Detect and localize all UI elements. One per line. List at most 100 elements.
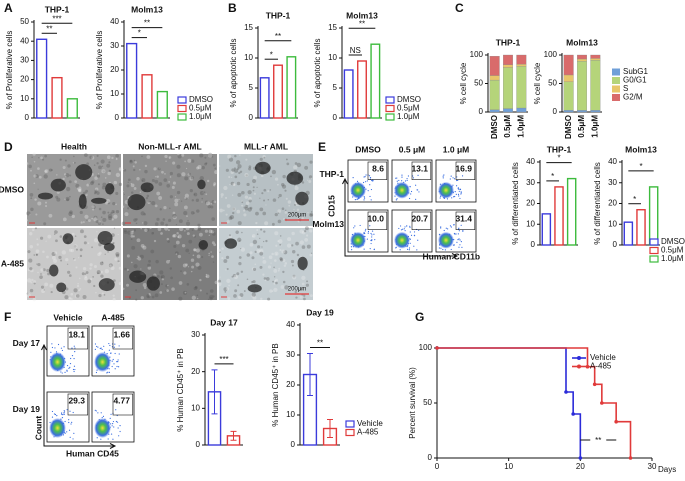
texture: [175, 253, 178, 256]
texture: [98, 207, 102, 211]
texture: [154, 293, 159, 298]
event: [406, 179, 408, 182]
texture: [44, 282, 49, 287]
texture: [275, 278, 278, 282]
sig-label: *: [557, 154, 560, 163]
texture: [28, 164, 32, 169]
event: [354, 199, 356, 201]
event: [460, 224, 462, 226]
event: [72, 368, 75, 371]
texture: [143, 221, 148, 226]
texture: [251, 267, 255, 271]
texture: [157, 167, 161, 171]
texture: [148, 292, 151, 296]
texture: [46, 255, 49, 259]
texture: [267, 190, 270, 193]
texture: [100, 274, 104, 278]
texture: [101, 185, 106, 190]
texture: [177, 154, 182, 159]
texture: [193, 248, 196, 252]
texture: [98, 251, 102, 255]
texture: [182, 290, 188, 295]
texture: [181, 243, 186, 248]
texture: [93, 264, 97, 269]
texture: [293, 165, 298, 170]
colony: [75, 164, 93, 181]
texture: [45, 240, 47, 242]
event: [114, 368, 116, 370]
event: [371, 239, 373, 241]
bar-segment: [577, 54, 587, 60]
texture: [272, 198, 277, 202]
texture: [277, 209, 282, 213]
texture: [163, 178, 168, 182]
y-tick-label: 0: [25, 113, 30, 122]
y-tick-label: 0: [531, 240, 536, 249]
texture: [284, 211, 288, 214]
event: [443, 229, 445, 232]
y-tick-label: 15: [328, 23, 337, 32]
texture: [117, 233, 119, 236]
texture: [102, 210, 106, 215]
texture: [174, 202, 179, 207]
y-axis-label: Percent survival (%): [408, 367, 417, 439]
texture: [142, 222, 144, 224]
event: [402, 228, 404, 230]
texture: [202, 192, 204, 194]
colony: [37, 192, 53, 200]
texture: [48, 168, 53, 172]
texture: [69, 174, 72, 177]
texture: [211, 200, 216, 204]
event: [401, 180, 403, 182]
texture: [304, 226, 309, 231]
texture: [204, 200, 209, 204]
texture: [275, 281, 278, 285]
event: [108, 371, 111, 373]
texture: [56, 174, 58, 176]
texture: [148, 200, 150, 203]
event: [66, 369, 68, 371]
texture: [184, 291, 187, 294]
texture: [123, 168, 125, 171]
texture: [239, 240, 241, 242]
texture: [262, 273, 265, 276]
texture: [96, 231, 98, 233]
texture: [292, 274, 296, 278]
event: [370, 199, 372, 201]
texture: [172, 213, 177, 219]
error-bar: [211, 369, 218, 415]
texture: [134, 161, 137, 164]
texture: [51, 169, 53, 171]
texture: [89, 263, 93, 267]
texture: [185, 221, 191, 226]
texture: [33, 174, 37, 178]
event: [371, 234, 373, 236]
event: [68, 419, 70, 421]
texture: [297, 220, 301, 223]
event: [456, 241, 458, 243]
event: [109, 417, 111, 419]
texture: [189, 176, 194, 181]
texture: [73, 161, 76, 164]
sig-label: *: [270, 50, 273, 59]
texture: [80, 229, 84, 234]
texture: [180, 270, 182, 272]
texture: [37, 271, 39, 274]
texture: [152, 232, 154, 234]
texture: [187, 197, 189, 199]
bar-segment: [577, 110, 587, 113]
texture: [192, 234, 195, 237]
event: [112, 420, 115, 423]
texture: [281, 207, 285, 210]
texture: [160, 283, 163, 286]
texture: [301, 181, 305, 184]
colony: [62, 233, 74, 245]
texture: [183, 271, 187, 275]
event: [363, 232, 365, 235]
texture: [32, 297, 37, 302]
texture: [217, 248, 221, 253]
texture: [244, 195, 249, 199]
texture: [181, 172, 186, 177]
texture: [208, 153, 213, 158]
gate: [411, 161, 432, 180]
